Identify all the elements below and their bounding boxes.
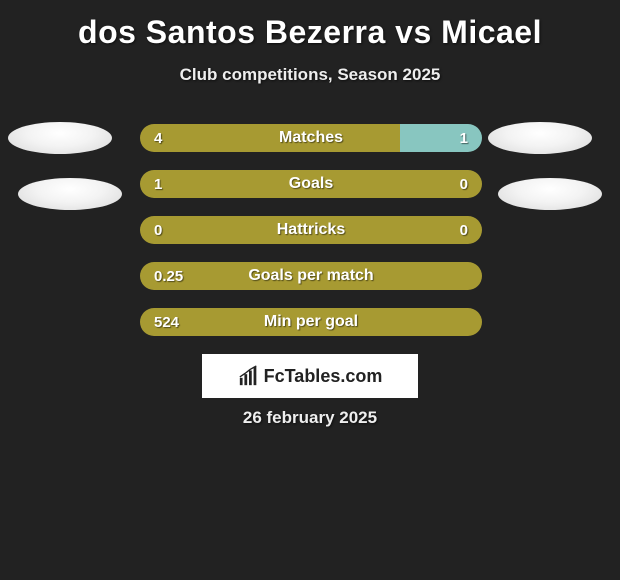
- stat-bar: 10Goals: [140, 170, 482, 198]
- brand-box: FcTables.com: [202, 354, 418, 398]
- comparison-chart: 41Matches 10Goals 00Hattricks 0.25Goals per…: [140, 124, 482, 354]
- stat-bar: 00Hattricks: [140, 216, 482, 244]
- brand-text: FcTables.com: [264, 366, 383, 387]
- avatar: [18, 178, 122, 210]
- stat-bar: 0.25Goals per match: [140, 262, 482, 290]
- page-title: dos Santos Bezerra vs Micael: [0, 0, 620, 51]
- bar-left-fill: [140, 262, 482, 290]
- footer-date: 26 february 2025: [0, 408, 620, 428]
- avatar: [8, 122, 112, 154]
- avatar: [498, 178, 602, 210]
- bar-left-fill: [140, 170, 482, 198]
- subtitle: Club competitions, Season 2025: [0, 65, 620, 85]
- stat-bar: 41Matches: [140, 124, 482, 152]
- bar-right-fill: [400, 124, 482, 152]
- avatar: [488, 122, 592, 154]
- bar-left-fill: [140, 308, 482, 336]
- bar-left-fill: [140, 216, 482, 244]
- chart-icon: [238, 365, 260, 387]
- stat-bar: 524Min per goal: [140, 308, 482, 336]
- bar-left-fill: [140, 124, 400, 152]
